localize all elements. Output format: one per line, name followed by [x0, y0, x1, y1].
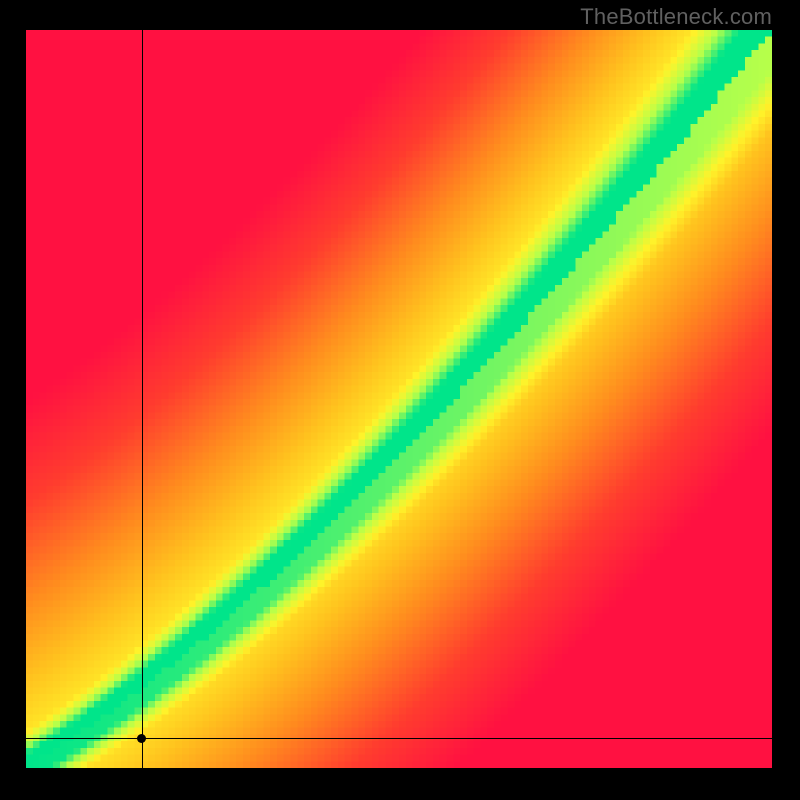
crosshair-vertical: [142, 30, 143, 768]
watermark-text: TheBottleneck.com: [580, 4, 772, 30]
bottleneck-heatmap: [26, 30, 772, 768]
chart-root: TheBottleneck.com: [0, 0, 800, 800]
crosshair-marker: [137, 734, 146, 743]
